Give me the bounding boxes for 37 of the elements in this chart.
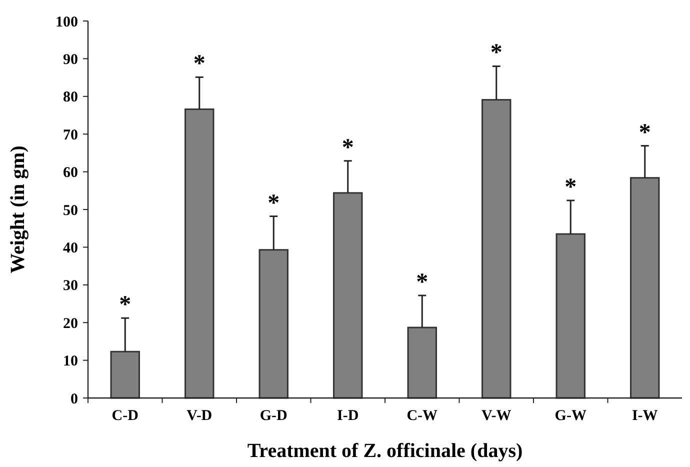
bar [630, 177, 660, 399]
y-tick-label: 50 [63, 202, 78, 219]
bar [184, 108, 214, 399]
y-tick-label: 30 [63, 278, 78, 294]
annotation: * [342, 134, 354, 161]
y-tick-label: 40 [63, 240, 78, 256]
y-tick-label: 20 [63, 316, 78, 332]
y-tick-label: 60 [63, 165, 78, 182]
annotation: * [193, 51, 206, 78]
x-axis-title: Treatment of Z. officinale (days) [247, 440, 523, 462]
annotation: * [268, 190, 280, 216]
y-tick-label: 90 [63, 52, 78, 68]
annotation: * [416, 269, 428, 296]
bar [333, 192, 363, 399]
bar [482, 99, 512, 399]
y-tick-label: 0 [70, 391, 78, 408]
x-tick-label: I-D [337, 408, 359, 424]
x-tick-label: V-W [482, 408, 512, 424]
bar [556, 233, 586, 399]
bar [110, 350, 140, 399]
annotation: * [490, 40, 502, 66]
x-tick-label: V-D [186, 408, 212, 424]
annotation: * [638, 120, 651, 146]
x-tick-label: G-W [554, 408, 586, 424]
annotation: * [119, 292, 132, 318]
y-tick-label: 70 [63, 127, 78, 144]
y-tick-label: 10 [63, 354, 78, 370]
x-tick-label: I-W [632, 408, 658, 424]
x-tick-label: C-D [112, 408, 139, 424]
y-tick-label: 100 [56, 14, 78, 30]
x-tick-label: G-D [260, 408, 288, 424]
y-tick-label: 80 [63, 90, 78, 106]
y-axis-title: Weight (in gm) [7, 146, 29, 274]
bar [407, 326, 437, 399]
annotation: * [564, 174, 577, 200]
x-tick-label: C-W [406, 408, 438, 424]
bar [258, 249, 288, 399]
